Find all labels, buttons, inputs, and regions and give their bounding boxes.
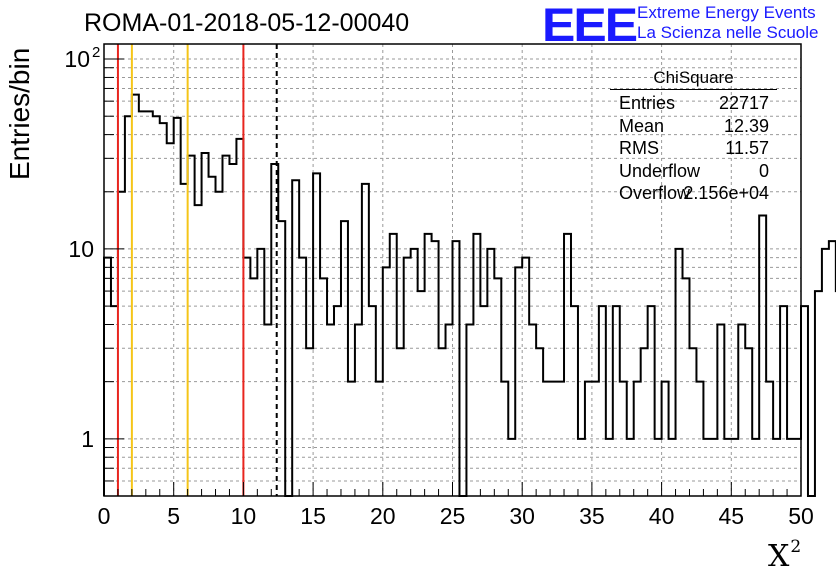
stats-value: 12.39 (723, 116, 769, 136)
stats-key: Underflow (619, 161, 701, 181)
stats-value: 2.156e+04 (683, 183, 769, 203)
stats-row-rms: RMS 11.57 (619, 138, 769, 160)
stats-title: ChiSquare (653, 68, 734, 87)
stats-key: Entries (619, 93, 676, 113)
x-axis-label: X2 (768, 537, 801, 574)
stats-key: Mean (619, 116, 665, 136)
y-axis-label: Entries/bin (4, 47, 35, 180)
stats-box: ChiSquare Entries 22717 Mean 12.39 RMS 1… (610, 68, 777, 205)
stats-row-mean: Mean 12.39 (619, 116, 769, 138)
x-tick-label: 35 (579, 503, 605, 529)
x-tick-label: 50 (788, 503, 814, 529)
stats-value: 22717 (718, 93, 769, 113)
x-tick-label: 20 (370, 503, 396, 529)
brand-line-1: Extreme Energy Events (637, 3, 816, 22)
x-tick-label: 10 (231, 503, 257, 529)
stats-value: 0 (758, 161, 769, 181)
brand-line-2: La Scienza nelle Scuole (637, 23, 819, 42)
x-axis-label-superscript: 2 (790, 537, 802, 557)
x-axis-label-base: X (768, 539, 790, 574)
x-tick-label: 45 (719, 503, 745, 529)
x-tick-label: 30 (509, 503, 535, 529)
stats-key: RMS (619, 138, 659, 158)
stats-divider (610, 89, 777, 90)
y-tick-label-exponent: 2 (92, 44, 100, 61)
y-tick-label: 1 (81, 426, 94, 452)
y-tick-label: 10 (64, 46, 90, 72)
x-tick-label: 15 (300, 503, 326, 529)
x-tick-label: 0 (98, 503, 111, 529)
x-tick-label: 25 (440, 503, 466, 529)
chart-title: ROMA-01-2018-05-12-00040 (84, 9, 410, 37)
reference-lines (116, 44, 278, 496)
eee-logo: EEE (542, 0, 638, 52)
stats-row-underflow: Underflow 0 (619, 161, 769, 183)
stats-key: Overflow (619, 183, 691, 203)
stats-value: 11.57 (725, 138, 769, 158)
stats-row-overflow: Overflow 2.156e+04 (619, 183, 769, 205)
y-tick-label: 10 (68, 236, 94, 262)
x-tick-label: 5 (167, 503, 180, 529)
axis-ticks (103, 58, 802, 497)
stats-row-entries: Entries 22717 (619, 93, 769, 115)
x-tick-label: 40 (649, 503, 675, 529)
